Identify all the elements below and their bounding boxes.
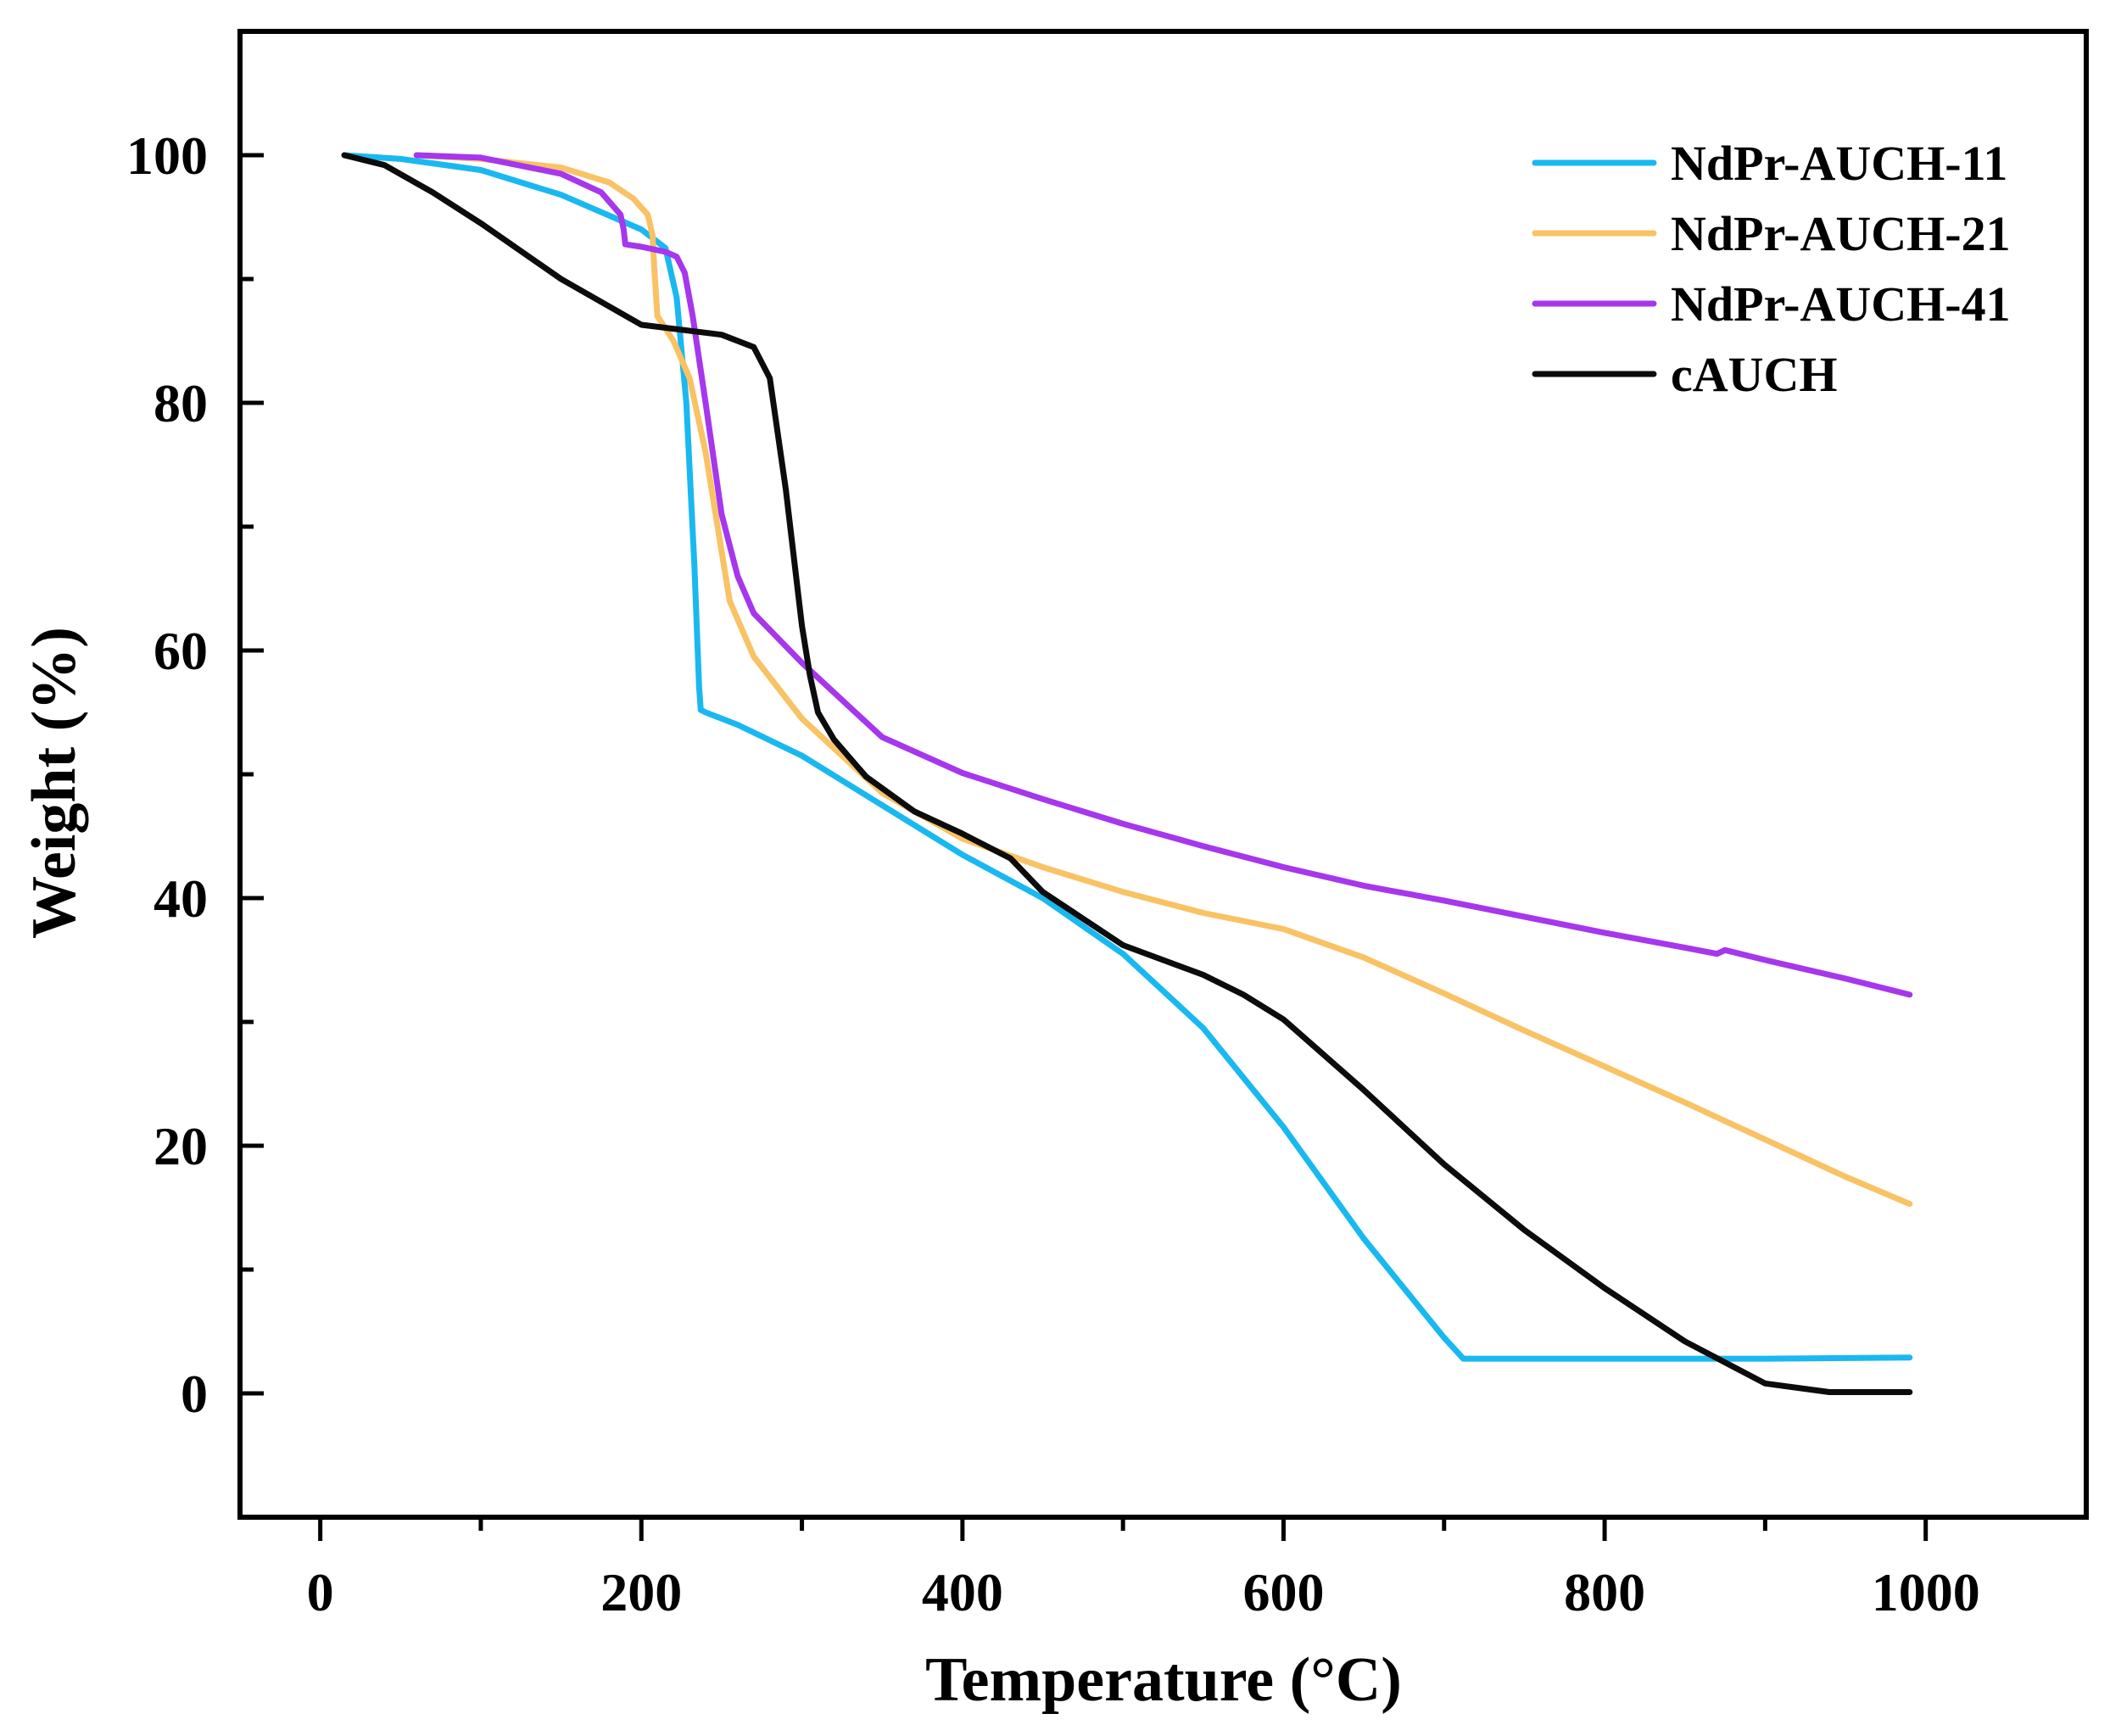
series-line-ndpr-auch-21	[413, 152, 1913, 1208]
series-layer	[341, 152, 1913, 1395]
series-line-ndpr-auch-41	[413, 152, 1913, 998]
y-axis-title: Weight (%)	[20, 627, 89, 939]
y-tick-label: 0	[181, 1364, 208, 1424]
x-axis-ticks: 0 200 400 600 800 1000	[307, 1517, 1980, 1622]
legend-label: NdPr-AUCH-21	[1671, 206, 2011, 261]
y-tick-label: 80	[154, 373, 208, 433]
legend: NdPr-AUCH-11 NdPr-AUCH-21 NdPr-AUCH-41 cAUC…	[1532, 136, 2011, 402]
x-tick-label: 600	[1242, 1562, 1324, 1622]
y-tick-label: 20	[154, 1116, 208, 1176]
x-tick-label: 1000	[1872, 1562, 1980, 1622]
legend-label: NdPr-AUCH-11	[1671, 136, 2007, 191]
series-line-ndpr-auch-11	[341, 152, 1913, 1362]
y-axis-ticks: 0 20 40 60 80 100	[126, 126, 264, 1424]
series-line-cauch	[341, 152, 1913, 1395]
x-tick-label: 0	[307, 1562, 334, 1622]
legend-label: NdPr-AUCH-41	[1671, 276, 2011, 332]
x-axis-title: Temperature (°C)	[925, 1645, 1402, 1715]
y-tick-label: 100	[126, 126, 208, 186]
y-tick-label: 60	[154, 621, 208, 681]
x-tick-label: 200	[600, 1562, 682, 1622]
legend-label: cAUCH	[1671, 347, 1838, 402]
x-tick-label: 400	[922, 1562, 1003, 1622]
y-tick-label: 40	[154, 868, 208, 929]
x-tick-label: 800	[1564, 1562, 1645, 1622]
